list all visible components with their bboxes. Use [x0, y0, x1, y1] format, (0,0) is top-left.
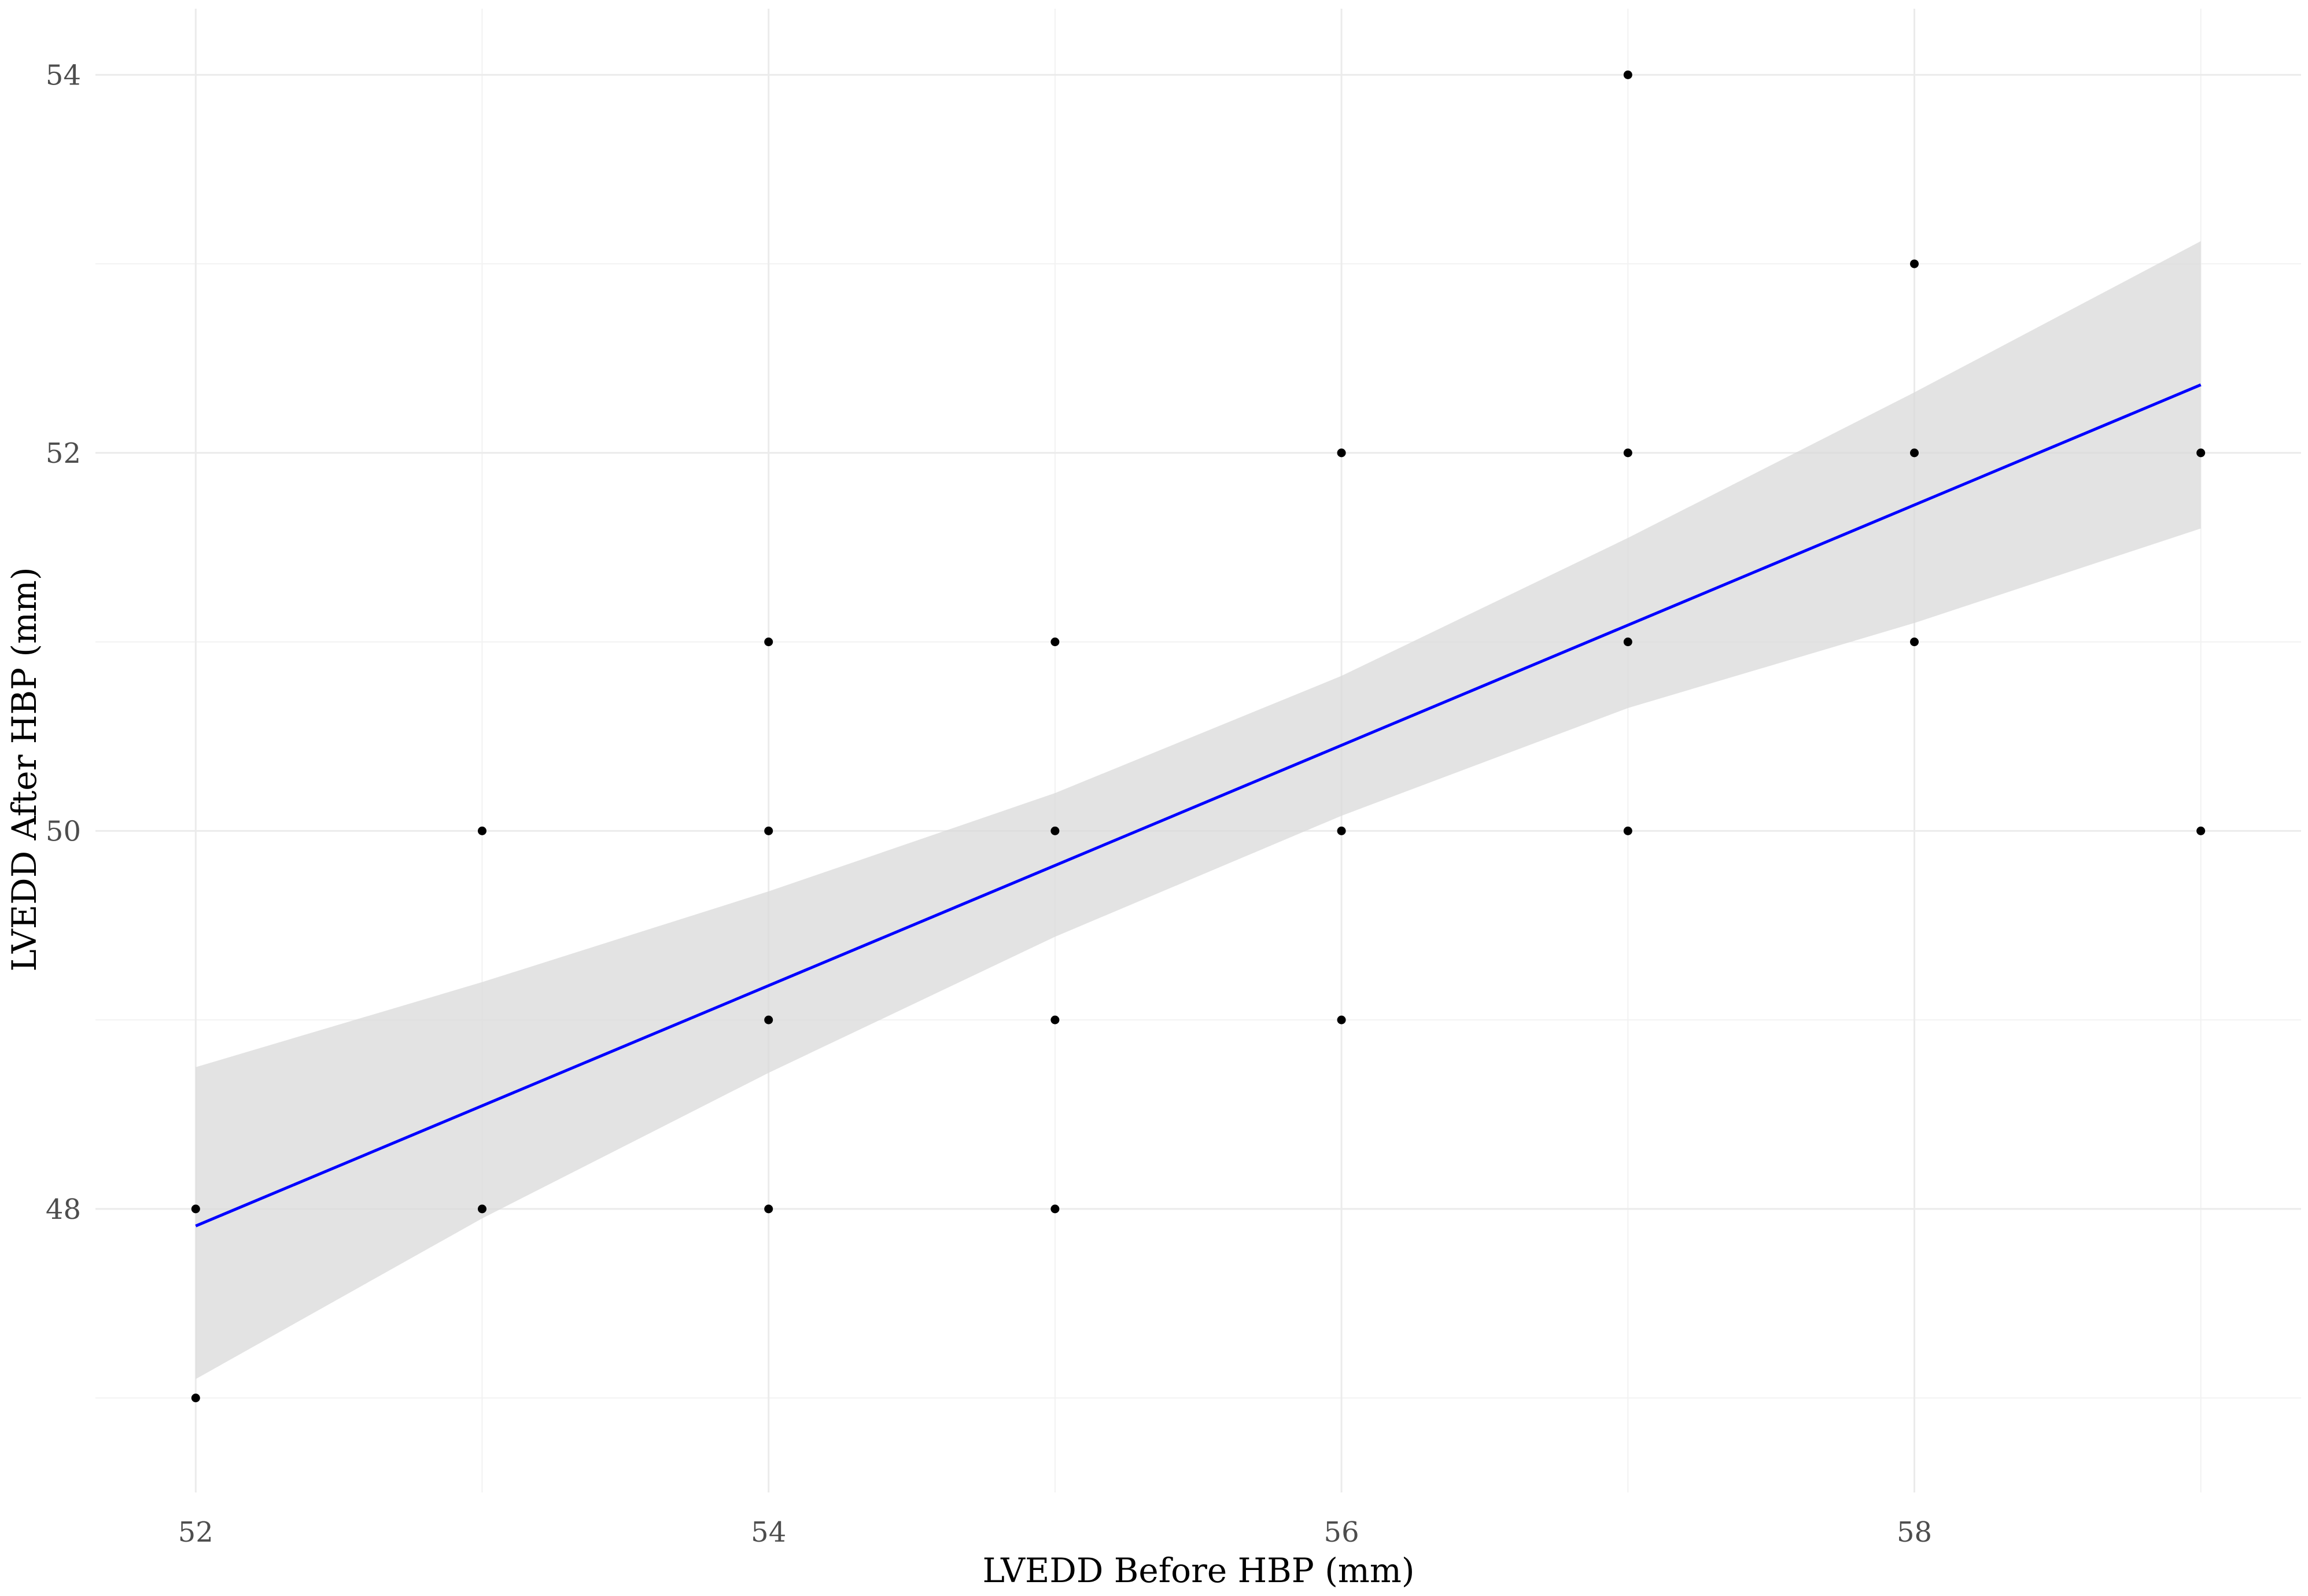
confidence-band [196, 241, 2201, 1379]
x-tick-label: 54 [751, 1516, 786, 1549]
data-point [764, 1204, 773, 1214]
data-point [2196, 448, 2206, 458]
x-tick-label: 58 [1897, 1516, 1932, 1549]
data-point [1337, 826, 1346, 835]
y-tick-label: 50 [46, 815, 81, 847]
y-tick-labels: 48 50 52 54 [46, 59, 81, 1226]
data-point [1623, 448, 1632, 458]
y-tick-label: 52 [46, 437, 81, 470]
data-point [1909, 448, 1919, 458]
data-point [1623, 637, 1632, 647]
y-tick-label: 54 [46, 59, 81, 91]
data-point [764, 826, 773, 835]
data-point [1909, 259, 1919, 268]
y-axis-title: LVEDD After HBP (mm) [5, 567, 44, 971]
x-tick-label: 52 [178, 1516, 213, 1549]
data-points [191, 70, 2206, 1403]
data-point [2196, 826, 2206, 835]
data-point [764, 1015, 773, 1024]
x-tick-labels: 52 54 56 58 [178, 1516, 1932, 1549]
data-point [764, 637, 773, 647]
data-point [1337, 1015, 1346, 1024]
data-point [1050, 1204, 1060, 1214]
data-point [1909, 637, 1919, 647]
y-tick-label: 48 [46, 1193, 81, 1226]
x-axis-title: LVEDD Before HBP (mm) [982, 1551, 1414, 1590]
data-point [191, 1204, 200, 1214]
data-point [478, 826, 487, 835]
data-point [1050, 826, 1060, 835]
data-point [1337, 448, 1346, 458]
x-tick-label: 56 [1324, 1516, 1359, 1549]
fit-line [195, 383, 2202, 1228]
data-point [1623, 826, 1632, 835]
regression-line [195, 383, 2202, 1228]
data-point [478, 1204, 487, 1214]
data-point [191, 1394, 200, 1403]
confidence-band-area [196, 241, 2201, 1379]
data-point [1050, 637, 1060, 647]
data-point [1050, 1015, 1060, 1024]
data-point [1623, 70, 1632, 79]
